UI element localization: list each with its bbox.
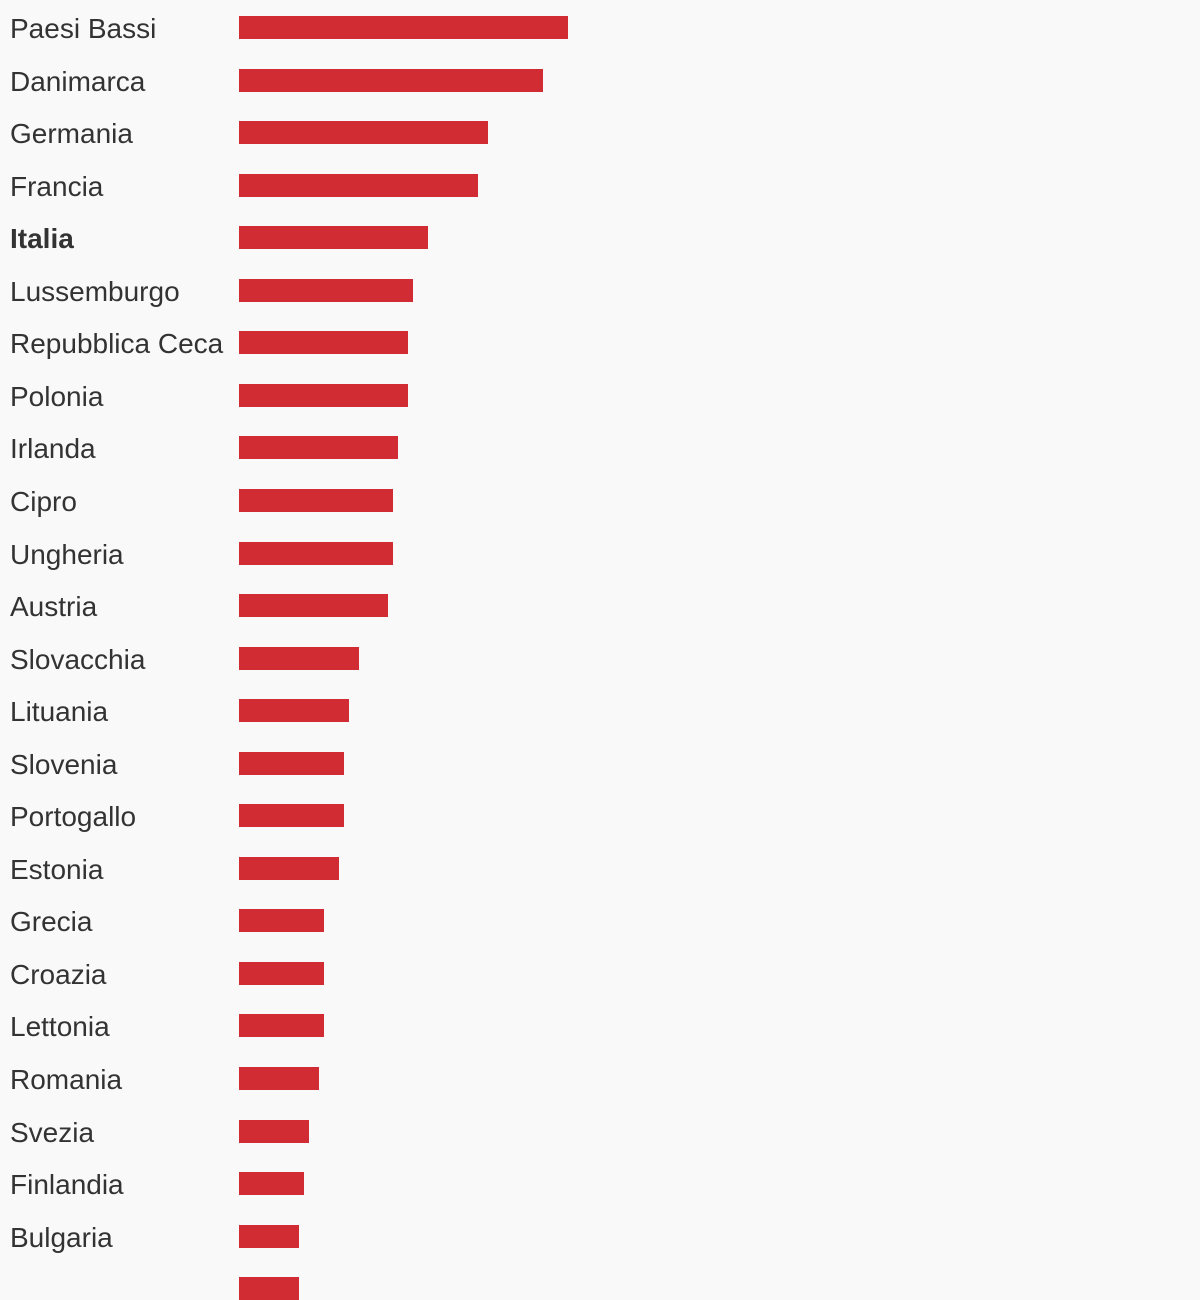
category-label: Lituania [10,696,109,728]
bar [239,278,413,302]
category-label: Lussemburgo [10,275,180,307]
category-label: Italia [10,223,74,255]
category-label: Bulgaria [10,1221,113,1253]
category-label: Finlandia [10,1169,124,1201]
category-label: Croazia [10,958,107,990]
bar [239,173,478,197]
bar [239,1277,299,1300]
category-label: Romania [10,1064,123,1095]
bar [239,1172,304,1196]
bar [239,751,344,775]
category-label: Repubblica Ceca [10,328,224,360]
category-label: Irlanda [10,433,96,465]
bar [239,1067,319,1090]
category-label: Paesi Bassi [10,13,157,44]
bar [239,699,349,723]
category-label: Francia [10,170,104,202]
bar [239,594,388,618]
category-label: Svezia [10,1116,95,1148]
bar [239,1014,324,1038]
bar [239,226,428,250]
bar [239,1119,309,1143]
bar [239,646,359,670]
category-label: Slovenia [10,748,118,780]
category-label: Slovacchia [10,643,146,675]
bar [239,856,339,880]
bar [239,541,393,565]
category-label: Grecia [10,906,93,938]
bar [239,331,408,355]
bar [239,383,408,407]
bar [239,436,398,460]
bar [239,804,344,828]
category-label: Germania [10,118,133,150]
bar [239,909,324,933]
bar [239,16,568,39]
bar [239,488,393,512]
bar [239,961,324,985]
category-label: Danimarca [10,65,146,97]
category-label: Estonia [10,853,104,885]
category-label: Cipro [10,485,77,517]
bar [239,68,543,92]
category-label: Portogallo [10,801,137,833]
category-label: Austria [10,591,98,623]
category-label: Polonia [10,380,104,412]
bar [239,1224,299,1248]
bar [239,121,488,145]
category-label: Lettonia [10,1011,110,1043]
category-label: Ungheria [10,538,124,570]
